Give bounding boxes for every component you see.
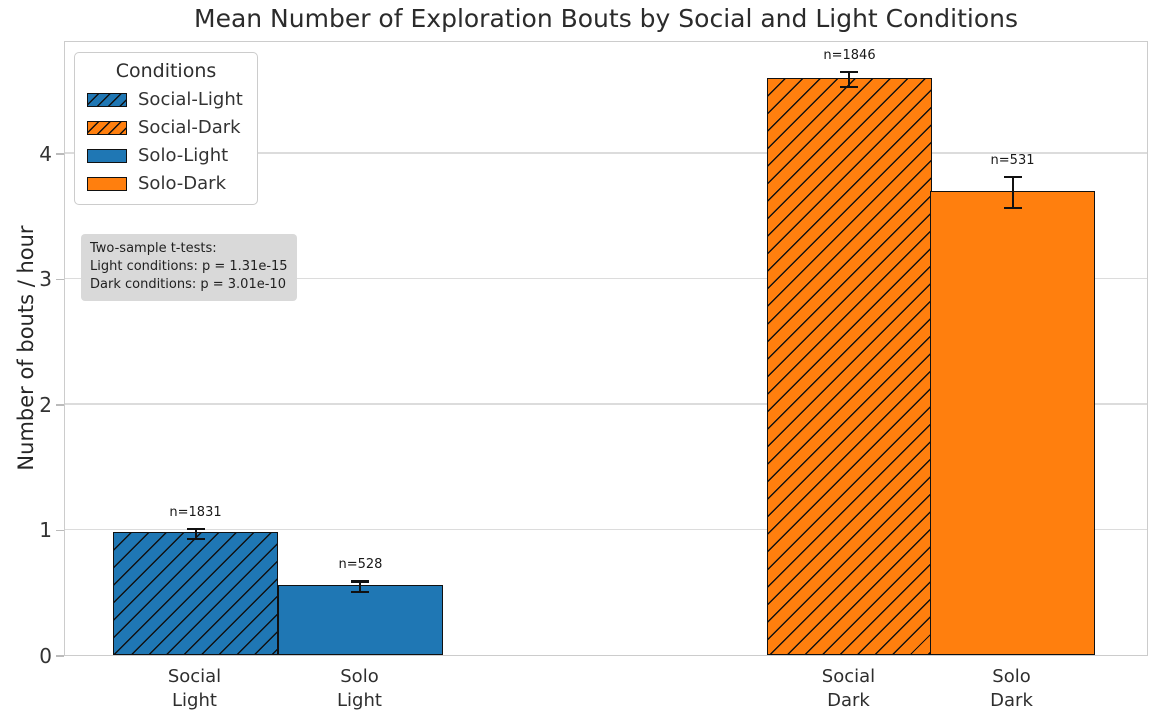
legend-swatch-icon: [87, 120, 127, 135]
legend-entries: Social-Light Social-Dark Solo-Light Solo-Da…: [87, 89, 245, 194]
y-tick-label-3: 3: [39, 267, 52, 292]
n-label-social-dark: n=1846: [823, 47, 876, 63]
x-tick-label-solo-light: Solo Light: [337, 666, 382, 712]
legend-title: Conditions: [115, 60, 217, 82]
y-tick-mark-3: [56, 278, 64, 281]
chart-title: Mean Number of Exploration Bouts by Soci…: [194, 4, 1018, 33]
legend-swatch-icon: [87, 148, 127, 163]
x-tick-label-social-dark: Social Dark: [821, 666, 876, 712]
y-tick-label-2: 2: [39, 392, 52, 417]
error-bar-cap: [840, 70, 859, 74]
error-bar-solo-dark: [1003, 176, 1022, 209]
bar-solo-light[interactable]: [278, 584, 443, 655]
legend-entry-social-dark[interactable]: Social-Dark: [87, 117, 245, 138]
n-label-solo-light: n=528: [338, 557, 383, 573]
y-tick-label-0: 0: [39, 644, 52, 668]
error-bar-cap: [351, 590, 370, 593]
bar-solo-dark[interactable]: [930, 190, 1096, 655]
bar-social-dark[interactable]: [766, 77, 932, 655]
stats-annotation: Two-sample t-tests: Light conditions: p =…: [81, 234, 297, 301]
error-bar-line: [1011, 176, 1014, 209]
n-label-social-light: n=1831: [169, 504, 222, 520]
legend-entry-label: Social-Light: [138, 89, 243, 110]
n-label-solo-dark: n=531: [990, 153, 1035, 169]
y-tick-mark-0: [56, 655, 64, 657]
gridline-y-2: [65, 403, 1147, 405]
bar-social-light[interactable]: [113, 532, 278, 655]
error-bar-line: [848, 70, 851, 89]
y-tick-label-4: 4: [39, 141, 52, 166]
error-bar-social-dark: [840, 70, 859, 89]
y-axis-label: Number of bouts / hour: [14, 225, 38, 471]
legend-entry-label: Social-Dark: [138, 117, 241, 138]
stats-annotation-line-3: Dark conditions: p = 3.01e-10: [90, 277, 286, 293]
error-bar-solo-light: [351, 580, 370, 593]
legend-swatch-icon: [87, 92, 127, 107]
legend-entry-social-light[interactable]: Social-Light: [87, 89, 245, 110]
error-bar-social-light: [186, 527, 205, 541]
error-bar-cap: [1003, 176, 1022, 179]
legend-entry-label: Solo-Light: [138, 145, 229, 166]
gridline-y-3: [65, 277, 1147, 280]
legend: Conditions Social-Light Social-Dark Solo-L…: [74, 52, 258, 205]
stats-annotation-lines: Two-sample t-tests: Light conditions: p =…: [90, 240, 288, 295]
legend-entry-label: Solo-Dark: [138, 173, 226, 194]
y-tick-mark-2: [56, 404, 64, 406]
stats-annotation-line-2: Light conditions: p = 1.31e-15: [90, 259, 288, 275]
stats-annotation-line-1: Two-sample t-tests:: [90, 241, 217, 256]
legend-swatch-icon: [87, 176, 127, 191]
plot-area: n=1831 n=528 n=1846 n=531 Conditions Social…: [64, 41, 1148, 656]
error-bar-line: [194, 527, 197, 541]
error-bar-cap: [186, 527, 205, 530]
y-tick-mark-4: [56, 153, 64, 155]
error-bar-line: [359, 580, 362, 593]
legend-entry-solo-light[interactable]: Solo-Light: [87, 145, 245, 166]
x-tick-label-solo-dark: Solo Dark: [990, 666, 1033, 712]
error-bar-cap: [1003, 206, 1022, 209]
error-bar-cap: [186, 538, 205, 541]
x-tick-label-social-light: Social Light: [167, 666, 222, 712]
gridline-y-4: [65, 152, 1147, 154]
gridline-y-1: [65, 528, 1147, 531]
y-tick-mark-1: [56, 529, 64, 532]
y-tick-label-1: 1: [39, 518, 52, 543]
legend-entry-solo-dark[interactable]: Solo-Dark: [87, 173, 245, 194]
error-bar-cap: [351, 580, 370, 583]
error-bar-cap: [840, 86, 859, 89]
